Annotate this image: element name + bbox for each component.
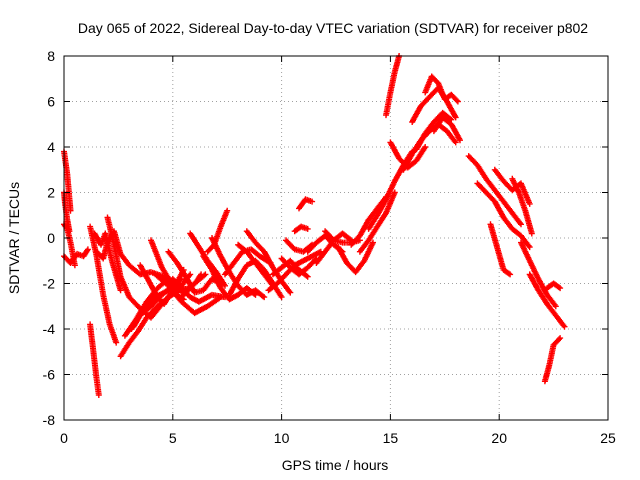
series-s41 (383, 53, 403, 119)
y-tick-label: 4 (47, 139, 55, 155)
y-axis-label: SDTVAR / TECUs (6, 182, 22, 294)
series-s16 (152, 271, 224, 317)
series-s49 (474, 180, 533, 251)
y-tick-label: 8 (47, 48, 55, 64)
series-s37 (335, 239, 376, 276)
x-tick-label: 5 (169, 430, 177, 446)
y-tick-label: -6 (43, 367, 56, 383)
series-s18 (169, 275, 228, 305)
series-s51 (491, 166, 533, 207)
x-tick-label: 15 (383, 430, 399, 446)
data-points (61, 53, 568, 398)
x-axis-label: GPS time / hours (282, 457, 389, 473)
series-s45 (413, 109, 455, 153)
chart-title: Day 065 of 2022, Sidereal Day-to-day VTE… (78, 20, 588, 36)
series-s47 (430, 114, 463, 144)
series-s32 (291, 223, 311, 235)
x-tick-label: 10 (274, 430, 290, 446)
series-s53 (518, 239, 559, 310)
series-s19 (178, 271, 205, 301)
series-s5 (87, 321, 102, 398)
y-tick-label: 0 (47, 230, 55, 246)
y-tick-label: -8 (43, 412, 56, 428)
series-s33 (296, 196, 316, 212)
x-tick-label: 0 (60, 430, 68, 446)
series-s39 (356, 189, 398, 255)
series-s26 (235, 241, 276, 289)
x-axis-ticks: 0 5 10 15 20 25 (60, 56, 616, 446)
series-s52 (509, 175, 535, 237)
series-s54 (526, 271, 568, 330)
series-s48 (465, 153, 524, 228)
y-tick-label: 6 (47, 94, 55, 110)
y-tick-label: 2 (47, 185, 55, 201)
series-s56 (541, 335, 564, 385)
series-s46 (422, 73, 461, 105)
x-tick-label: 25 (600, 430, 616, 446)
series-s50 (487, 221, 514, 278)
y-axis-ticks: -8 -6 -4 -2 0 2 4 6 8 (43, 48, 608, 428)
series-s30 (278, 255, 320, 278)
series-s55 (544, 280, 564, 292)
x-tick-label: 20 (491, 430, 507, 446)
y-tick-label: -2 (43, 276, 56, 292)
y-tick-label: -4 (43, 321, 56, 337)
